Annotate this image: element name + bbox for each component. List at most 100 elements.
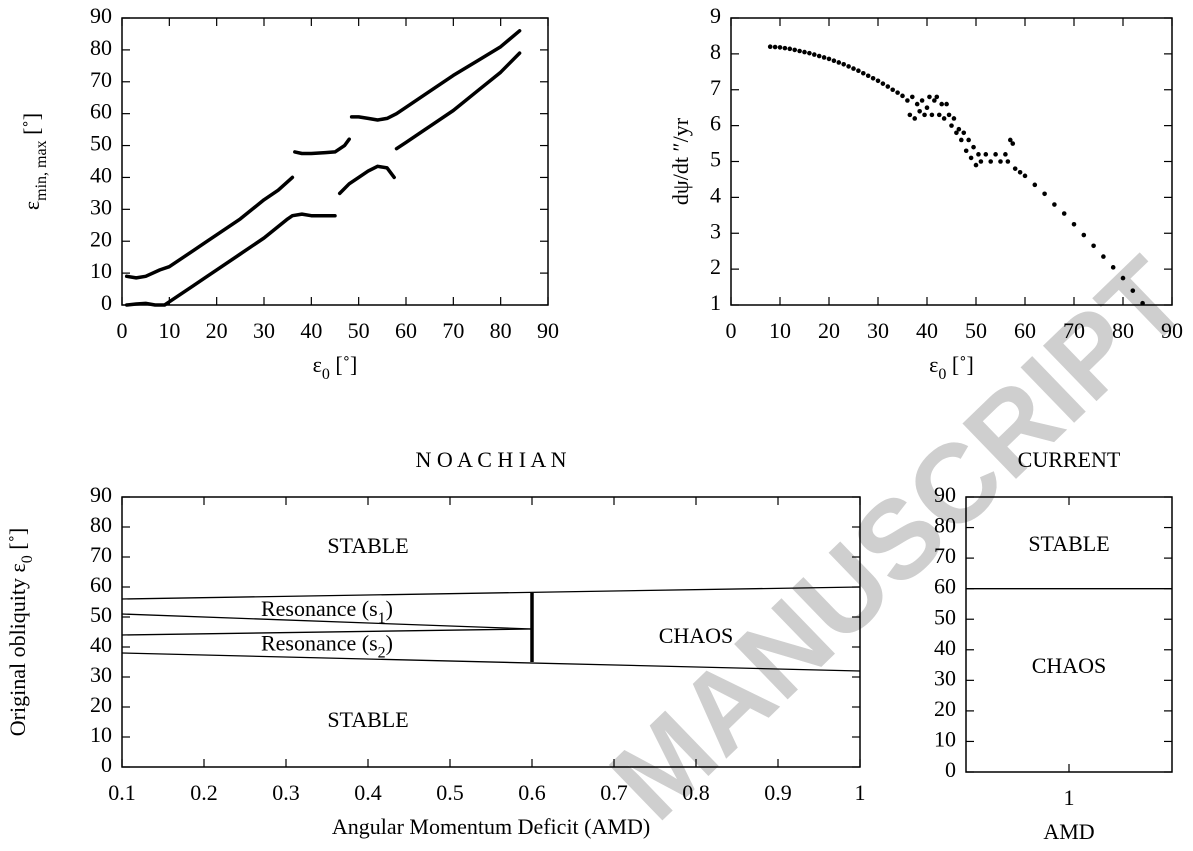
y-tick-label: 40 — [90, 632, 112, 657]
data-point — [944, 101, 949, 107]
data-point — [934, 94, 940, 100]
y-tick-label: 30 — [934, 665, 956, 690]
x-tick-label: 70 — [442, 318, 464, 343]
data-point — [890, 87, 895, 93]
region-boundary — [121, 586, 861, 600]
label-part: ε — [19, 201, 44, 210]
data-point — [807, 50, 812, 56]
data-point — [914, 101, 920, 107]
data-point — [895, 90, 900, 95]
data-point — [885, 84, 891, 89]
data-point — [968, 155, 974, 161]
data-point — [954, 130, 959, 136]
data-point — [1052, 202, 1057, 207]
y-tick-label: 5 — [710, 147, 721, 172]
data-point — [963, 148, 969, 154]
y-tick-label: 40 — [934, 635, 956, 660]
x-tick-label: 60 — [395, 318, 417, 343]
y-tick-label: 30 — [90, 662, 112, 687]
y-tick-label: 8 — [710, 39, 721, 64]
x-axis-label: AMD — [1043, 819, 1094, 844]
y-tick-label: 70 — [90, 67, 112, 92]
data-point — [956, 126, 962, 132]
data-line — [124, 51, 522, 307]
data-point — [1042, 191, 1047, 197]
y-tick-label: 20 — [90, 226, 112, 251]
label-part: ε — [313, 352, 322, 377]
label-part: ) — [386, 631, 393, 656]
data-point — [880, 81, 886, 86]
y-tick-label: 60 — [934, 574, 956, 599]
data-point — [1091, 243, 1096, 249]
region-label: CHAOS — [659, 623, 734, 648]
data-point — [936, 112, 942, 118]
data-point — [797, 48, 802, 54]
x-tick-label: 0 — [117, 318, 128, 343]
x-tick-label: 50 — [348, 318, 370, 343]
data-point — [816, 53, 822, 59]
data-point — [851, 66, 856, 71]
data-point — [912, 116, 918, 121]
y-tick-label: 60 — [90, 572, 112, 597]
label-part: min, max — [33, 140, 50, 200]
y-tick-label: 20 — [934, 696, 956, 721]
y-tick-label: 50 — [90, 602, 112, 627]
region-label: STABLE — [327, 707, 408, 732]
data-point — [1010, 141, 1016, 146]
label-part: 2 — [378, 645, 386, 662]
data-point — [910, 94, 915, 100]
data-point — [1120, 275, 1126, 281]
data-point — [973, 162, 979, 168]
data-point — [836, 60, 842, 65]
data-point — [1012, 166, 1018, 171]
y-tick-label: 80 — [90, 512, 112, 537]
region-label: Resonance (s2) — [261, 631, 393, 662]
data-point — [983, 152, 989, 157]
y-tick-label: 30 — [90, 194, 112, 219]
data-point — [907, 112, 913, 118]
data-point — [841, 61, 846, 67]
x-tick-label: 80 — [1112, 318, 1134, 343]
y-tick-label: 40 — [90, 162, 112, 187]
region-label: STABLE — [327, 533, 408, 558]
label-part: 0 — [19, 555, 36, 563]
data-point — [1017, 169, 1023, 175]
data-point — [875, 78, 881, 84]
y-tick-label: 90 — [90, 3, 112, 28]
label-part: [˚] — [330, 352, 357, 377]
data-point — [782, 45, 788, 51]
label-part: [˚] — [19, 113, 44, 140]
x-tick-label: 20 — [206, 318, 228, 343]
data-line — [124, 29, 522, 280]
y-tick-label: 70 — [90, 542, 112, 567]
data-point — [961, 130, 967, 136]
data-point — [802, 49, 807, 55]
label-part: ε — [929, 352, 938, 377]
x-tick-label: 30 — [867, 318, 889, 343]
x-axis-label: Angular Momentum Deficit (AMD) — [332, 814, 650, 839]
x-tick-label: 0.8 — [682, 780, 710, 805]
x-tick-label: 0.7 — [600, 780, 628, 805]
y-axis-label: Original obliquity ε0 [˚] — [5, 528, 36, 737]
data-point — [922, 112, 927, 118]
region-boundary — [121, 613, 533, 630]
region-boundary — [121, 628, 533, 636]
data-point — [998, 159, 1003, 164]
data-point — [821, 55, 827, 60]
label-part: ) — [386, 596, 393, 621]
chart-title: CURRENT — [1018, 447, 1121, 472]
y-tick-label: 90 — [90, 482, 112, 507]
data-point — [1061, 211, 1067, 216]
data-point — [1081, 232, 1087, 238]
plot-frame — [121, 496, 861, 768]
y-tick-label: 0 — [101, 752, 112, 777]
data-point — [951, 116, 957, 121]
label-part: [˚] — [946, 352, 973, 377]
y-tick-label: 10 — [90, 722, 112, 747]
x-tick-label: 90 — [537, 318, 559, 343]
data-point — [861, 70, 866, 76]
x-tick-label: 10 — [158, 318, 180, 343]
x-tick-label: 0.9 — [764, 780, 792, 805]
label-part: Original obliquity ε — [5, 563, 30, 736]
